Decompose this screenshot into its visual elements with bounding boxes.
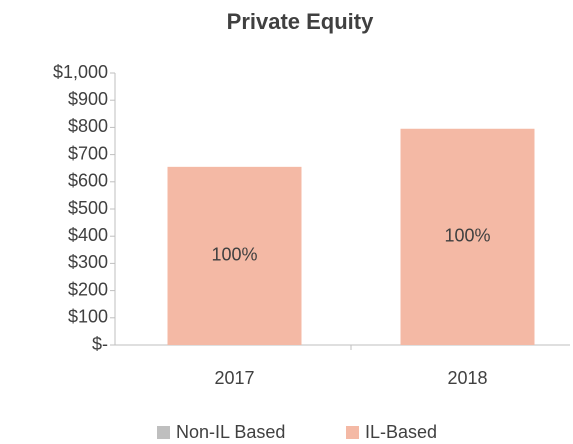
x-tick-label: 2018 [447, 368, 487, 388]
y-tick-label: $100 [68, 307, 108, 327]
legend-swatch [157, 426, 170, 439]
bar-segment [400, 128, 535, 345]
bar-segment [167, 166, 302, 345]
y-tick-label: $1,000 [53, 62, 108, 82]
y-tick-label: $700 [68, 143, 108, 163]
legend-swatch [346, 426, 359, 439]
x-tick-label: 2017 [214, 368, 254, 388]
y-tick-label: $900 [68, 89, 108, 109]
y-tick-label: $200 [68, 279, 108, 299]
y-tick-label: $600 [68, 171, 108, 191]
legend-label: Non-IL Based [176, 422, 285, 442]
legend-label: IL-Based [365, 422, 437, 442]
y-tick-label: $400 [68, 225, 108, 245]
data-label: 100% [211, 245, 257, 265]
data-label: 100% [444, 226, 490, 246]
y-tick-label: $500 [68, 198, 108, 218]
y-tick-label: $- [92, 334, 108, 354]
y-tick-label: $800 [68, 116, 108, 136]
y-tick-label: $300 [68, 252, 108, 272]
chart-title: Private Equity [227, 9, 374, 34]
